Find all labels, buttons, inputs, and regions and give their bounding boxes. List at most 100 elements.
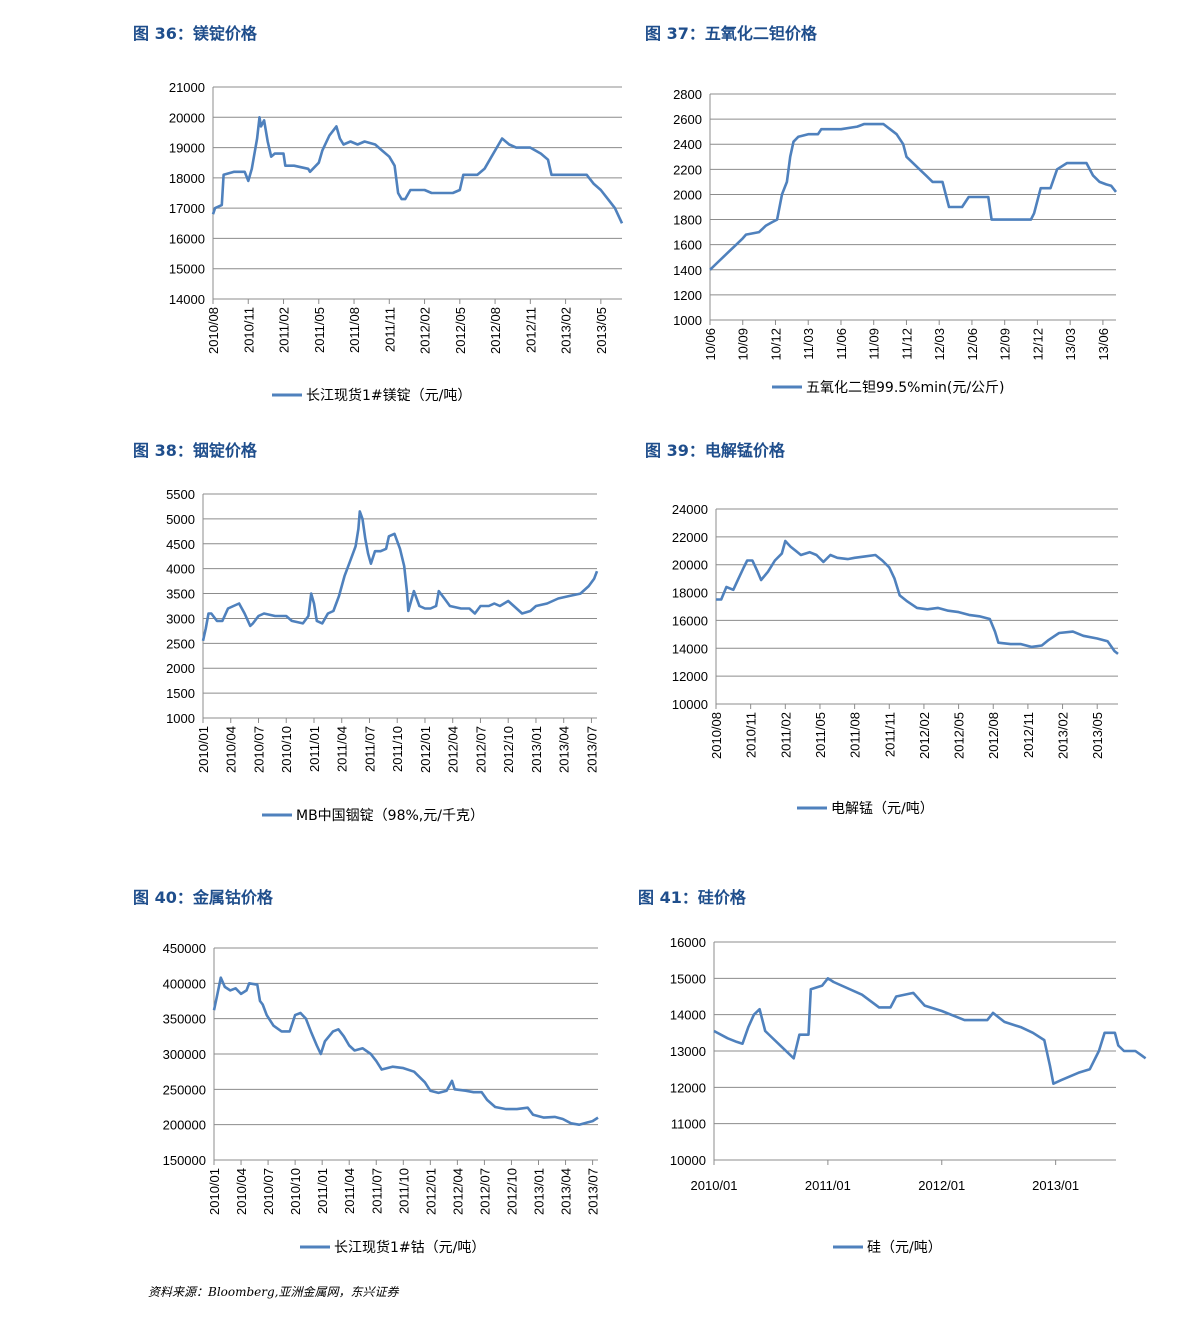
x-tick-label: 2011/02	[778, 712, 793, 758]
y-tick-label: 2800	[673, 87, 702, 102]
x-tick-label: 2011/07	[362, 726, 377, 772]
x-tick-label: 2010/10	[288, 1168, 303, 1215]
x-tick-label: 2011/04	[335, 726, 350, 772]
y-tick-label: 150000	[163, 1153, 206, 1168]
x-tick-label: 2011/01	[315, 1168, 330, 1214]
x-tick-label: 2011/02	[277, 307, 292, 353]
y-tick-label: 16000	[169, 231, 205, 246]
y-tick-label: 4000	[166, 562, 195, 577]
x-tick-label: 2011/05	[312, 307, 327, 353]
legend-label: 长江现货1#钴（元/吨）	[334, 1239, 485, 1256]
x-tick-label: 11/12	[899, 328, 914, 360]
y-tick-label: 350000	[163, 1012, 206, 1027]
x-tick-label: 2013/07	[586, 1168, 601, 1215]
x-tick-label: 2012/01	[918, 1178, 965, 1193]
x-tick-label: 2011/08	[848, 712, 863, 758]
x-tick-label: 10/06	[703, 328, 718, 361]
y-tick-label: 2200	[673, 162, 702, 177]
x-tick-label: 10/09	[736, 328, 751, 361]
y-tick-label: 13000	[670, 1044, 706, 1059]
x-tick-label: 2012/05	[453, 307, 468, 354]
y-tick-label: 400000	[163, 976, 206, 991]
y-tick-label: 14000	[672, 641, 708, 656]
chart-c39: 24000 22000 20000 18000 16000 14000 12000 10000…	[672, 502, 1119, 817]
x-tick-label: 2010/11	[241, 307, 256, 353]
y-tick-label: 11000	[671, 1117, 706, 1132]
y-tick-label: 18000	[169, 171, 205, 186]
x-tick-label: 2013/02	[559, 307, 574, 354]
chart-title-36: 图 36：镁锭价格	[133, 24, 257, 43]
x-tick-label: 2012/02	[917, 712, 932, 759]
y-tick-label: 2000	[166, 661, 195, 676]
chart-title-38: 图 38：铟锭价格	[133, 441, 257, 460]
y-tick-label: 16000	[670, 935, 706, 950]
y-tick-label: 15000	[169, 262, 205, 277]
y-tick-label: 5500	[166, 487, 195, 502]
x-tick-label: 12/09	[998, 328, 1013, 361]
y-tick-label: 15000	[670, 971, 706, 986]
y-tick-label: 1400	[673, 263, 702, 278]
x-tick-label: 2013/07	[584, 726, 599, 773]
legend-label: 硅（元/吨）	[867, 1240, 942, 1256]
x-tick-label: 2013/05	[1090, 712, 1105, 759]
y-tick-label: 12000	[670, 1080, 706, 1095]
x-tick-label: 13/03	[1063, 328, 1078, 361]
x-tick-label: 2010/07	[261, 1168, 276, 1215]
x-tick-label: 2012/11	[1021, 712, 1036, 758]
y-tick-label: 10000	[672, 697, 708, 712]
y-tick-label: 22000	[672, 530, 708, 545]
x-tick-label: 2010/08	[709, 712, 724, 759]
series-line	[211, 116, 624, 224]
y-tick-label: 1000	[673, 313, 702, 328]
x-tick-label: 13/06	[1096, 328, 1111, 361]
y-tick-label: 21000	[169, 80, 205, 95]
x-tick-label: 2010/01	[691, 1178, 738, 1193]
y-tick-label: 1600	[673, 238, 702, 253]
x-tick-label: 12/03	[932, 328, 947, 361]
y-tick-label: 12000	[672, 669, 708, 684]
y-tick-label: 1500	[166, 686, 195, 701]
y-tick-label: 2400	[673, 137, 702, 152]
source-note: 资料来源：Bloomberg,亚洲金属网，东兴证券	[148, 1285, 399, 1299]
x-tick-label: 2012/10	[504, 1168, 519, 1215]
y-tick-label: 14000	[169, 292, 205, 307]
x-tick-label: 2012/02	[418, 307, 433, 354]
series-line	[212, 976, 599, 1126]
x-tick-label: 2012/05	[952, 712, 967, 759]
y-tick-label: 4500	[166, 537, 195, 552]
x-tick-label: 12/06	[965, 328, 980, 361]
y-tick-label: 2600	[673, 112, 702, 127]
x-tick-label: 2010/08	[206, 307, 221, 354]
x-tick-label: 2011/01	[805, 1178, 851, 1193]
x-tick-label: 2012/10	[501, 726, 516, 773]
y-tick-label: 18000	[672, 586, 708, 601]
legend-label: 五氧化二钽99.5%min(元/公斤)	[806, 380, 1005, 396]
chart-title-41: 图 41：硅价格	[638, 888, 746, 907]
y-tick-label: 17000	[169, 201, 205, 216]
x-tick-label: 2012/01	[423, 1168, 438, 1215]
x-tick-label: 2010/11	[744, 712, 759, 758]
x-tick-label: 11/03	[801, 328, 816, 360]
chart-c40: 450000 400000 350000 300000 250000 200000 1500…	[163, 941, 601, 1256]
series-line	[716, 539, 1119, 655]
x-tick-label: 2011/01	[307, 726, 322, 772]
x-tick-label: 11/09	[867, 328, 882, 360]
series-line	[709, 122, 1118, 271]
x-tick-label: 2013/01	[1032, 1178, 1079, 1193]
x-tick-label: 2012/04	[446, 726, 461, 773]
x-tick-label: 2012/07	[473, 726, 488, 773]
y-tick-label: 5000	[166, 512, 195, 527]
chart-c38: 5500 5000 4500 4000 3500 3000 2500 2000 1500 1000…	[166, 487, 599, 824]
chart-title-39: 图 39：电解锰价格	[645, 441, 785, 460]
x-tick-label: 2010/04	[224, 726, 239, 773]
y-tick-label: 14000	[670, 1008, 706, 1023]
x-tick-label: 2013/04	[559, 1168, 574, 1215]
x-tick-label: 2010/04	[234, 1168, 249, 1215]
x-tick-label: 2011/08	[347, 307, 362, 353]
x-tick-label: 2010/07	[251, 726, 266, 773]
y-tick-label: 16000	[672, 613, 708, 628]
x-tick-label: 2010/01	[196, 726, 211, 773]
legend-label: 电解锰（元/吨）	[831, 801, 934, 817]
x-tick-label: 2012/08	[488, 307, 503, 354]
x-tick-label: 12/12	[1030, 328, 1045, 361]
